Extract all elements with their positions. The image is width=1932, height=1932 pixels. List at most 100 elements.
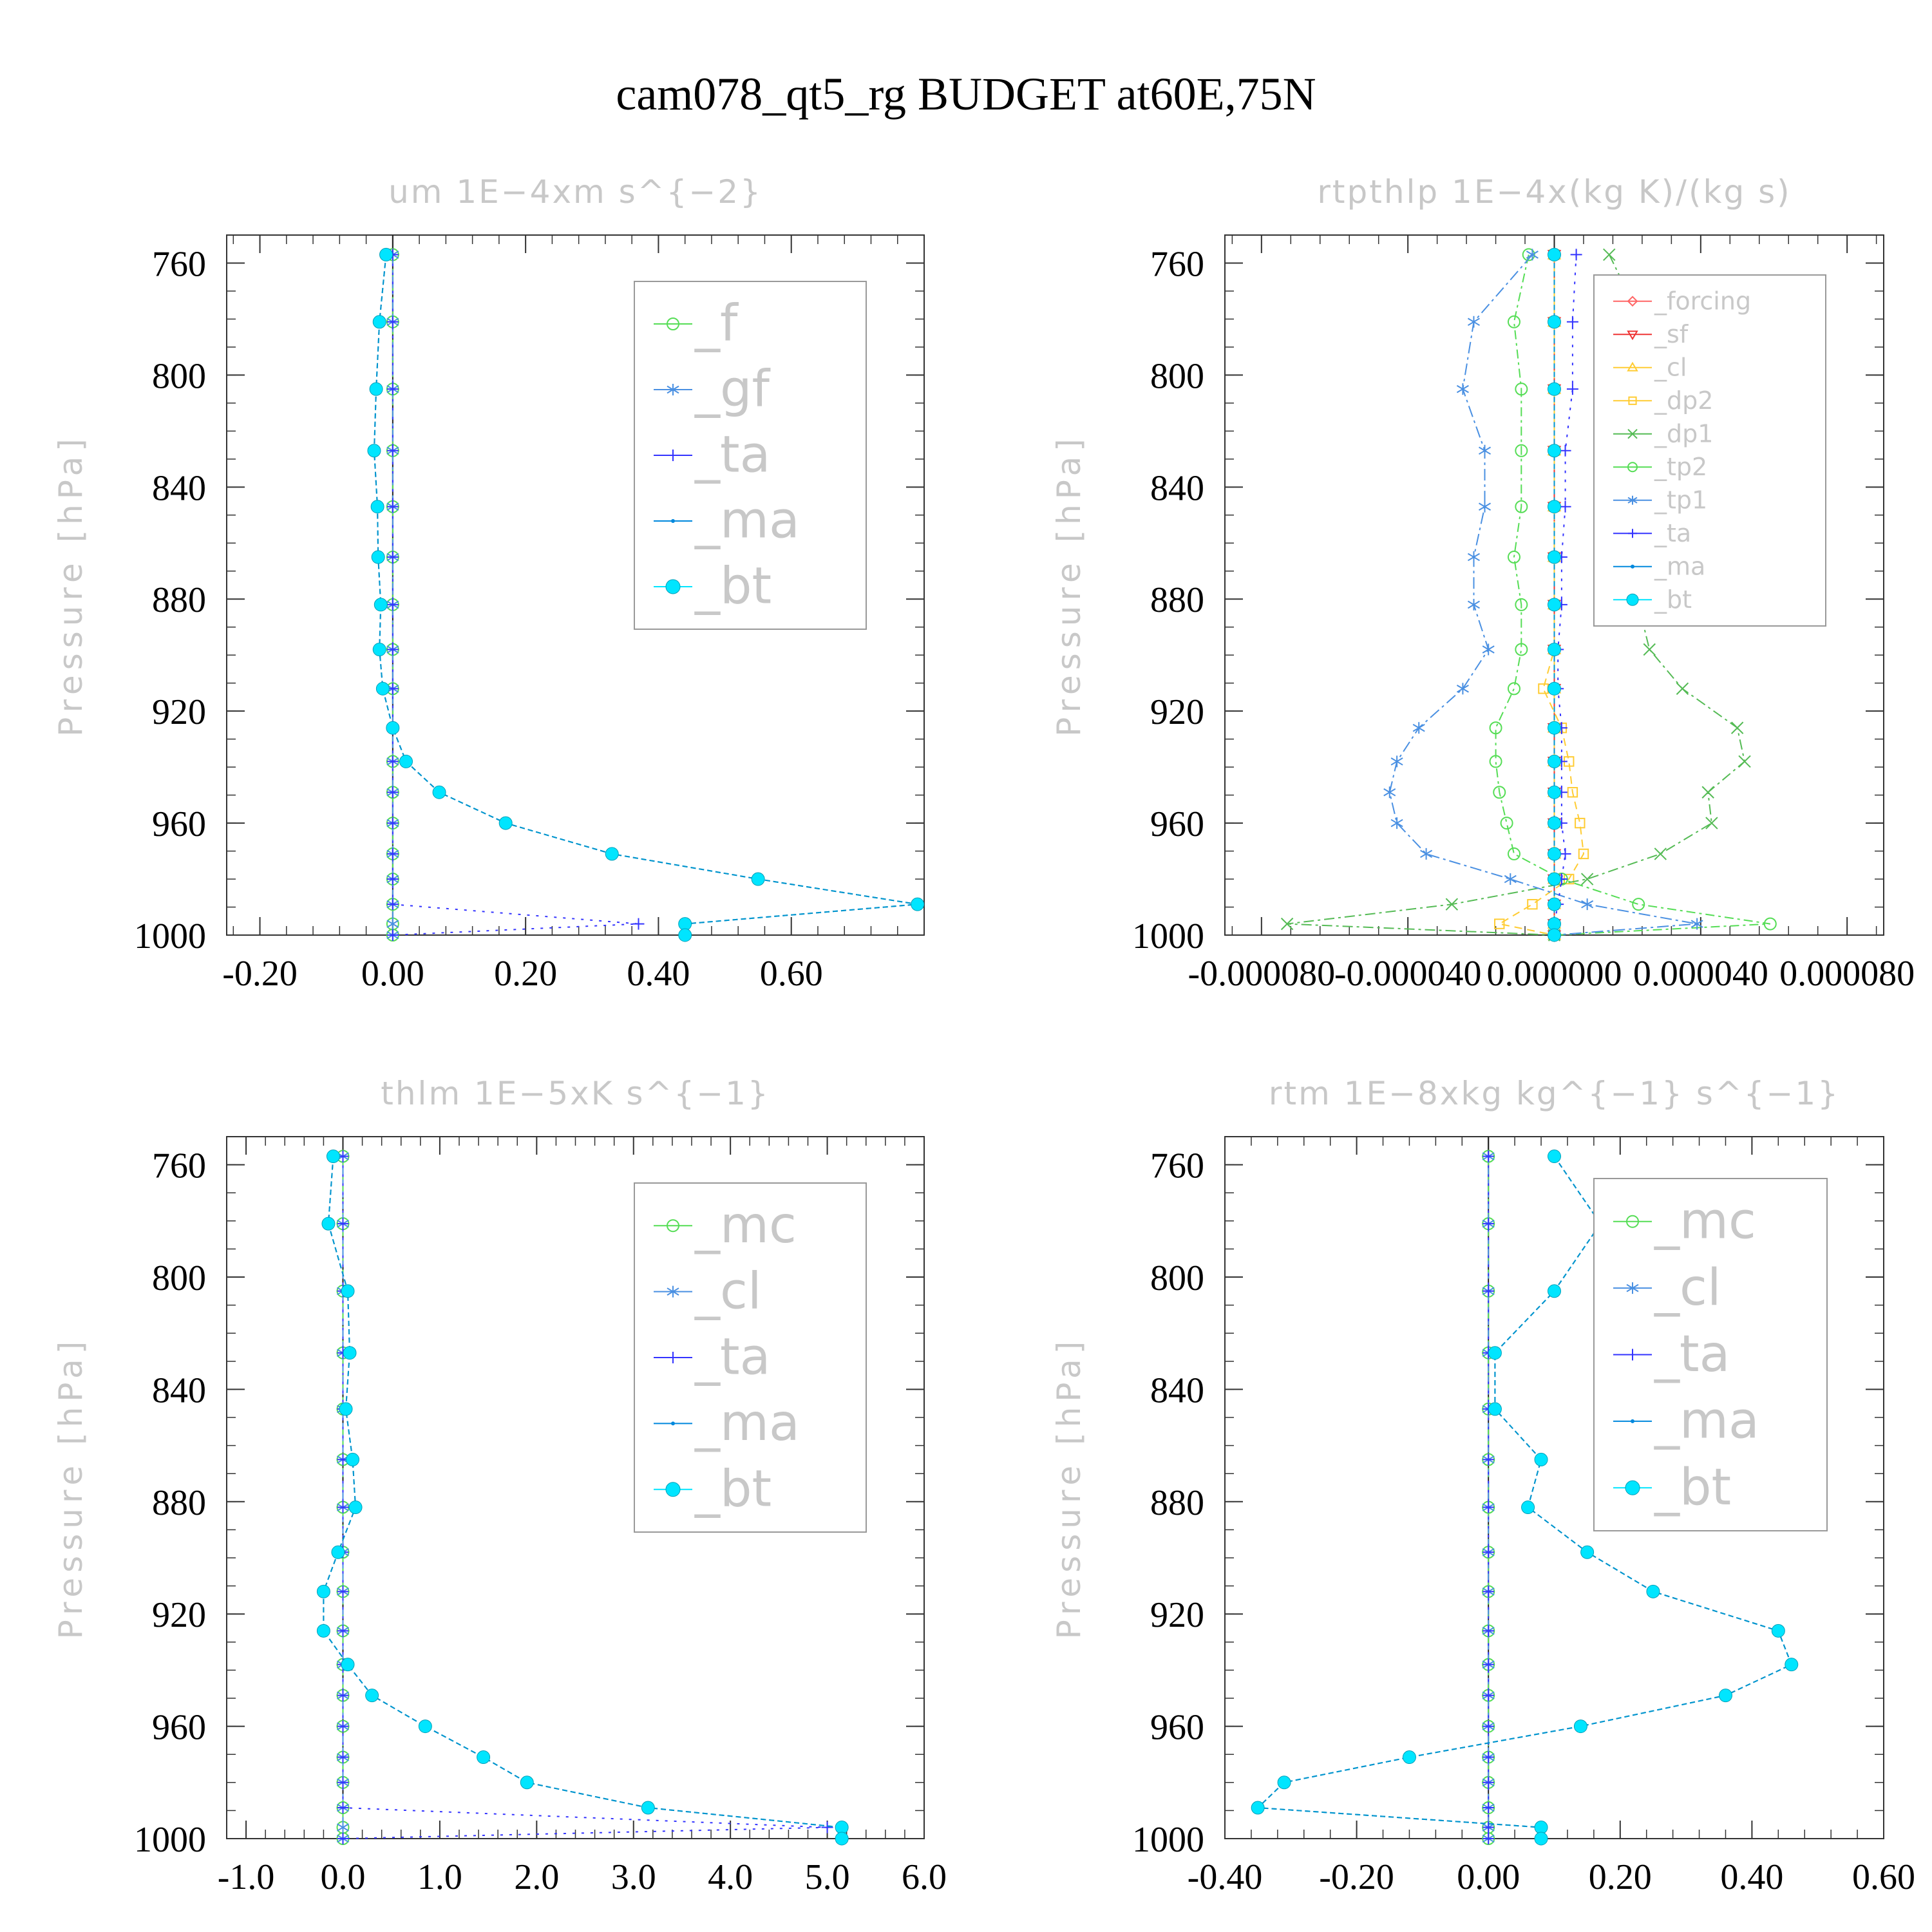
series-bt [1251,1150,1799,1846]
data-point [641,1801,655,1815]
data-point [341,1658,355,1672]
legend-marker [667,450,679,461]
data-point [1548,500,1561,514]
data-point [1420,848,1433,860]
legend-label: _cl [1654,1259,1721,1317]
data-point [1390,817,1403,829]
data-point [1701,786,1714,799]
data-point [1548,816,1561,830]
legend-label: _cl [694,1262,762,1320]
x-tick-label: -0.000080 [1188,954,1336,994]
data-point [1771,1624,1785,1638]
data-point [1738,755,1751,768]
data-point [386,898,399,911]
legend-label: _ta [694,1329,770,1387]
data-point [751,872,765,886]
data-point [341,1284,355,1298]
data-point [605,847,619,861]
data-point [1489,721,1502,735]
y-tick-label: 880 [152,1483,206,1523]
data-point [1676,682,1689,696]
data-point [1280,917,1294,931]
data-point [1515,444,1528,457]
data-point [498,816,513,830]
x-tick-label: 0.0 [321,1857,366,1897]
data-point [379,247,393,261]
data-point [346,1452,360,1466]
data-point [386,500,399,513]
data-point [835,1832,849,1846]
legend-label: _ma [694,492,800,550]
data-point [386,755,399,768]
data-point [1580,873,1594,886]
data-point [1527,898,1538,910]
legend-label: _sf [1654,320,1689,348]
data-point [1575,817,1586,829]
legend-box [1593,274,1826,627]
data-point [520,1776,534,1790]
data-point [1482,1658,1495,1671]
series-ta [386,249,645,941]
y-tick-label: 880 [1150,1483,1204,1523]
data-point [371,550,385,564]
x-tick-label: 0.00 [1457,1857,1520,1897]
y-tick-label: 840 [152,1370,206,1410]
data-point [1467,551,1480,564]
data-point [1467,316,1480,328]
legend-marker [1628,396,1637,405]
data-point [1390,755,1403,768]
legend-label: _mc [1654,1192,1756,1250]
legend-label: _tp1 [1654,486,1707,514]
legend-marker [1627,296,1638,307]
data-point [337,1751,349,1763]
x-tick-label: 0.20 [1589,1857,1652,1897]
data-point [1521,1501,1535,1515]
panel-1: um 1E−4xm s^{−2} Pressure [hPa] -0.20 0.00 0… [52,173,925,994]
x-tick-label: 0.000040 [1633,954,1768,994]
legend-marker [667,1219,679,1233]
data-point [1548,785,1561,799]
data-point [1646,1584,1660,1598]
data-point [1467,598,1480,611]
data-point [1507,315,1520,328]
legend-marker [1627,462,1638,473]
data-point [1482,1821,1495,1833]
data-point [386,786,399,799]
data-point [337,1833,349,1844]
legend-marker [1626,1215,1639,1228]
data-point [477,1750,491,1765]
data-point [1507,682,1520,696]
legend-marker [1628,529,1637,538]
data-point [1494,918,1505,929]
data-point [316,1624,330,1638]
y-tick-label: 920 [152,1595,206,1635]
legend-label: _ma [1654,1392,1759,1450]
data-point [1482,1454,1495,1466]
data-point [432,785,446,799]
data-point [386,721,400,735]
legend-marker [1627,495,1638,505]
data-point [370,500,384,514]
y-tick-label: 840 [152,468,206,508]
data-point [1763,917,1777,931]
legend-marker [665,579,681,594]
data-point [1548,721,1561,735]
y-tick-label: 760 [152,1146,206,1186]
data-point [386,598,399,611]
legend-marker [667,384,679,395]
x-tick-label: -1.0 [218,1857,275,1897]
data-point [1456,683,1469,695]
data-point [1573,1719,1587,1734]
data-point [337,1586,349,1598]
figure-title: cam078_qt5_rg BUDGET at60E,75N [616,68,1316,120]
y-tick-label: 1000 [1132,1820,1204,1860]
x-tick-label: 5.0 [805,1857,850,1897]
data-point [632,918,645,930]
data-point [343,1346,357,1360]
panel-title: um 1E−4xm s^{−2} [388,173,762,211]
y-tick-label: 800 [1150,1258,1204,1298]
data-point [1578,848,1589,860]
data-point [1559,500,1571,513]
data-point [369,382,383,396]
data-point [1548,928,1561,942]
